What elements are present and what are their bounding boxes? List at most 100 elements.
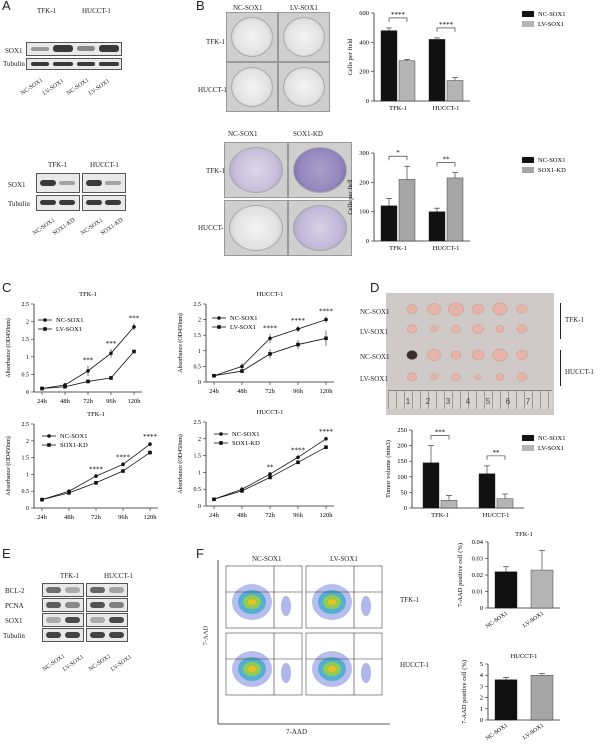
x-tick-label: LV-SOX1 <box>522 611 545 630</box>
y-axis-label: Absorbance (OD450nm) <box>5 318 12 377</box>
transwell-image <box>278 12 330 62</box>
y-tick-label: 0.5 <box>22 489 30 495</box>
y-tick-label: 0 <box>366 238 369 245</box>
y-tick-label: 0 <box>366 98 369 105</box>
x-tick-label: 48h <box>64 514 75 521</box>
y-tick-label: 0 <box>198 504 201 510</box>
chart-title: TFK-1 <box>87 411 105 418</box>
tumor <box>472 324 484 334</box>
legend-label: NC-SOX1 <box>538 157 565 164</box>
y-tick-label: 0 <box>480 717 483 724</box>
chart-title: HUCCT-1 <box>511 653 538 660</box>
chart-title: HUCCT-1 <box>257 409 284 416</box>
significance-mark: ** <box>493 449 501 457</box>
y-tick-label: 250 <box>397 427 407 434</box>
y-tick-label: 50 <box>401 489 408 496</box>
tumor <box>492 302 508 316</box>
legend-label: NC-SOX1 <box>230 315 257 322</box>
y-tick-label: 1 <box>26 472 29 478</box>
x-tick-label: 96h <box>106 398 117 405</box>
blot-strip <box>42 613 84 627</box>
data-point <box>86 379 90 384</box>
flow-density <box>361 596 371 616</box>
x-tick-label: 96h <box>118 514 129 521</box>
flow-col-label: NC-SOX1 <box>252 555 282 563</box>
x-tick-label: 48h <box>237 388 248 395</box>
data-point <box>268 472 272 476</box>
legend-marker <box>47 443 51 447</box>
y-tick-label: 2 <box>26 439 29 445</box>
tumor <box>471 349 485 361</box>
tumor <box>430 373 438 381</box>
data-point <box>296 342 300 347</box>
line-chart-C1: 0 0.5 1 1.5 2 2.5 24h 48h 72h 96h 120h Absorbance (… <box>5 291 142 405</box>
tumor <box>448 302 465 316</box>
significance-mark: **** <box>319 307 334 315</box>
tumor <box>406 304 418 314</box>
y-tick-label: 1 <box>198 470 201 476</box>
chart-title: TFK-1 <box>515 531 533 538</box>
y-tick-label: 0 <box>480 605 483 612</box>
bar <box>446 177 464 242</box>
data-point <box>94 481 98 485</box>
tumor <box>495 373 505 381</box>
significance-mark: **** <box>89 466 104 474</box>
blot-strip <box>86 583 128 597</box>
image-row-label: TFK-1 <box>206 38 226 46</box>
blot-row-label: Tubulin <box>3 60 25 68</box>
y-tick-label: 1 <box>480 706 483 713</box>
tumor <box>471 303 485 315</box>
y-tick-label: 2.5 <box>22 302 30 308</box>
panel-letter-e: E <box>2 546 11 561</box>
x-tick-label: TFK-1 <box>389 105 407 112</box>
flow-density <box>248 666 256 672</box>
legend-label: NC-SOX1 <box>538 11 565 18</box>
panel-letter-c: C <box>2 280 12 295</box>
transwell-image <box>278 62 330 112</box>
blot-col-label: TFK-1 <box>60 572 80 580</box>
tumor-row-label: NC-SOX1 <box>360 308 390 316</box>
significance-mark: **** <box>391 11 406 19</box>
image-col-label: NC-SOX1 <box>228 130 258 138</box>
x-tick-label: TFK-1 <box>389 245 407 252</box>
significance-mark: ** <box>267 464 275 472</box>
image-col-label: SOX1-KD <box>293 130 323 138</box>
blot-row-label: Tubulin <box>3 632 25 640</box>
tumor <box>406 350 418 360</box>
tumor-row-label: NC-SOX1 <box>360 353 390 361</box>
flow-density <box>281 596 291 616</box>
blot-strip <box>42 583 84 597</box>
legend-marker <box>43 327 47 331</box>
blot-strip <box>86 613 128 627</box>
y-tick-label: 600 <box>359 10 369 17</box>
bar <box>428 211 446 242</box>
significance-mark: **** <box>439 21 454 29</box>
y-tick-label: 200 <box>359 179 369 186</box>
data-point <box>212 373 216 378</box>
x-tick-label: 24h <box>37 514 48 521</box>
y-tick-label: 200 <box>359 69 369 76</box>
data-point <box>324 445 328 449</box>
y-tick-label: 0.02 <box>472 572 483 579</box>
bar <box>380 30 398 102</box>
data-point <box>63 384 67 389</box>
image-row-label: TFK-1 <box>206 167 226 175</box>
bar <box>398 179 416 242</box>
blot-strip <box>86 598 128 612</box>
data-point <box>109 376 113 380</box>
y-axis-label: Cells per fiell <box>347 179 354 215</box>
x-tick-label: 96h <box>293 512 304 519</box>
significance-mark: **** <box>263 325 278 333</box>
data-point <box>296 455 300 460</box>
tumor <box>430 325 438 333</box>
data-point <box>148 442 152 446</box>
y-tick-label: 0.03 <box>472 556 483 563</box>
tumor-row-label: LV-SOX1 <box>360 328 388 336</box>
y-tick-label: 0 <box>26 506 29 512</box>
legend-label: LV-SOX1 <box>230 324 256 331</box>
y-tick-label: 3 <box>480 683 483 690</box>
x-tick-label: 24h <box>209 512 220 519</box>
data-point <box>296 460 300 465</box>
data-point <box>296 327 300 331</box>
